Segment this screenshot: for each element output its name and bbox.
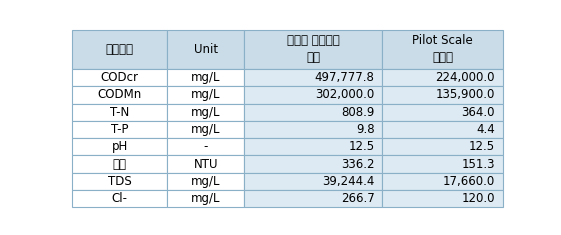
Bar xyxy=(72,104,167,121)
Bar xyxy=(382,190,503,207)
Bar xyxy=(382,69,503,86)
Bar xyxy=(245,30,382,69)
Text: Cl-: Cl- xyxy=(112,192,128,205)
Bar xyxy=(72,155,167,173)
Text: T-N: T-N xyxy=(110,106,129,119)
Text: 336.2: 336.2 xyxy=(341,158,374,171)
Text: 151.3: 151.3 xyxy=(461,158,495,171)
Bar xyxy=(382,86,503,104)
Text: mg/L: mg/L xyxy=(191,123,220,136)
Text: 9.8: 9.8 xyxy=(356,123,374,136)
Text: mg/L: mg/L xyxy=(191,71,220,84)
Text: TDS: TDS xyxy=(108,175,131,188)
Bar xyxy=(245,104,382,121)
Bar xyxy=(245,173,382,190)
Text: CODMn: CODMn xyxy=(98,88,142,101)
Text: 탁도: 탁도 xyxy=(113,158,127,171)
Bar xyxy=(167,173,245,190)
Bar xyxy=(245,86,382,104)
Bar xyxy=(245,121,382,138)
Bar xyxy=(72,121,167,138)
Bar xyxy=(72,173,167,190)
Text: 수질항목: 수질항목 xyxy=(105,43,134,56)
Bar xyxy=(167,138,245,155)
Text: 17,660.0: 17,660.0 xyxy=(443,175,495,188)
Text: 4.4: 4.4 xyxy=(476,123,495,136)
Bar xyxy=(245,69,382,86)
Text: -: - xyxy=(204,140,208,153)
Text: 12.5: 12.5 xyxy=(348,140,374,153)
Text: Pilot Scale
유입수: Pilot Scale 유입수 xyxy=(412,35,473,64)
Text: 497,777.8: 497,777.8 xyxy=(315,71,374,84)
Bar xyxy=(382,138,503,155)
Text: 12.5: 12.5 xyxy=(469,140,495,153)
Text: 266.7: 266.7 xyxy=(341,192,374,205)
Bar xyxy=(167,86,245,104)
Text: 808.9: 808.9 xyxy=(341,106,374,119)
Bar xyxy=(72,190,167,207)
Text: 신공정 안료폐액
원액: 신공정 안료폐액 원액 xyxy=(287,35,340,64)
Bar xyxy=(167,155,245,173)
Bar xyxy=(382,173,503,190)
Bar xyxy=(382,104,503,121)
Bar xyxy=(167,121,245,138)
Bar xyxy=(382,30,503,69)
Bar xyxy=(245,155,382,173)
Bar xyxy=(382,121,503,138)
Bar xyxy=(245,190,382,207)
Text: CODcr: CODcr xyxy=(100,71,139,84)
Bar xyxy=(382,155,503,173)
Bar xyxy=(167,104,245,121)
Bar xyxy=(72,138,167,155)
Bar xyxy=(72,69,167,86)
Text: pH: pH xyxy=(112,140,128,153)
Bar xyxy=(167,190,245,207)
Text: mg/L: mg/L xyxy=(191,192,220,205)
Text: 302,000.0: 302,000.0 xyxy=(315,88,374,101)
Text: mg/L: mg/L xyxy=(191,88,220,101)
Text: mg/L: mg/L xyxy=(191,175,220,188)
Bar xyxy=(72,30,167,69)
Text: 120.0: 120.0 xyxy=(461,192,495,205)
Text: 364.0: 364.0 xyxy=(461,106,495,119)
Bar xyxy=(245,138,382,155)
Text: 224,000.0: 224,000.0 xyxy=(435,71,495,84)
Text: 135,900.0: 135,900.0 xyxy=(435,88,495,101)
Text: Unit: Unit xyxy=(194,43,218,56)
Bar xyxy=(167,69,245,86)
Text: T-P: T-P xyxy=(111,123,128,136)
Bar xyxy=(72,86,167,104)
Bar xyxy=(167,30,245,69)
Text: NTU: NTU xyxy=(194,158,218,171)
Text: 39,244.4: 39,244.4 xyxy=(322,175,374,188)
Text: mg/L: mg/L xyxy=(191,106,220,119)
